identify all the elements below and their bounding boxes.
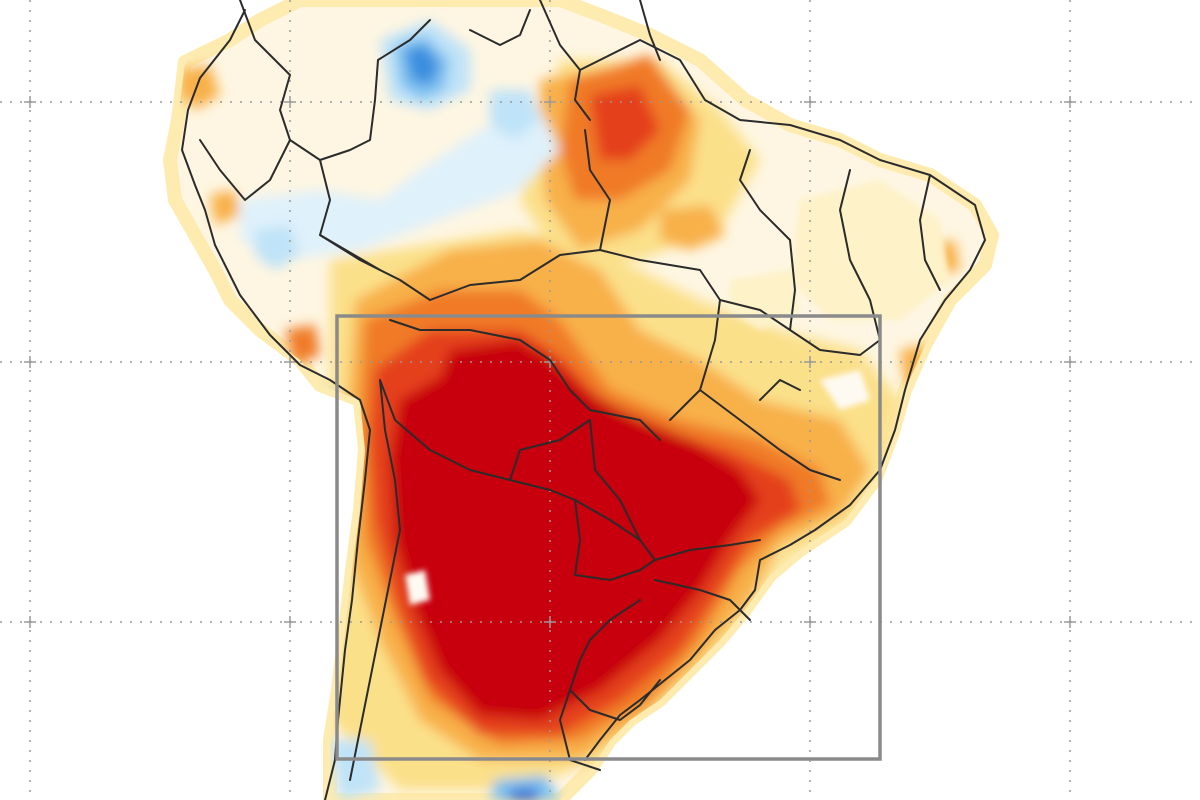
graticule-cross <box>284 616 296 628</box>
graticule-cross <box>1064 616 1076 628</box>
graticule-cross <box>24 356 36 368</box>
graticule-cross <box>24 96 36 108</box>
country-borders <box>181 0 986 800</box>
graticule-cross <box>1064 96 1076 108</box>
graticule-cross <box>1064 356 1076 368</box>
graticule-cross <box>284 356 296 368</box>
graticule-cross <box>804 616 816 628</box>
graticule-cross <box>544 356 556 368</box>
graticule-cross <box>804 96 816 108</box>
graticule-cross <box>284 96 296 108</box>
graticule-cross <box>804 356 816 368</box>
highlight-box <box>335 314 882 761</box>
graticule-cross <box>544 616 556 628</box>
graticule-cross <box>24 616 36 628</box>
graticule-cross <box>544 96 556 108</box>
anomaly-field <box>180 20 960 800</box>
